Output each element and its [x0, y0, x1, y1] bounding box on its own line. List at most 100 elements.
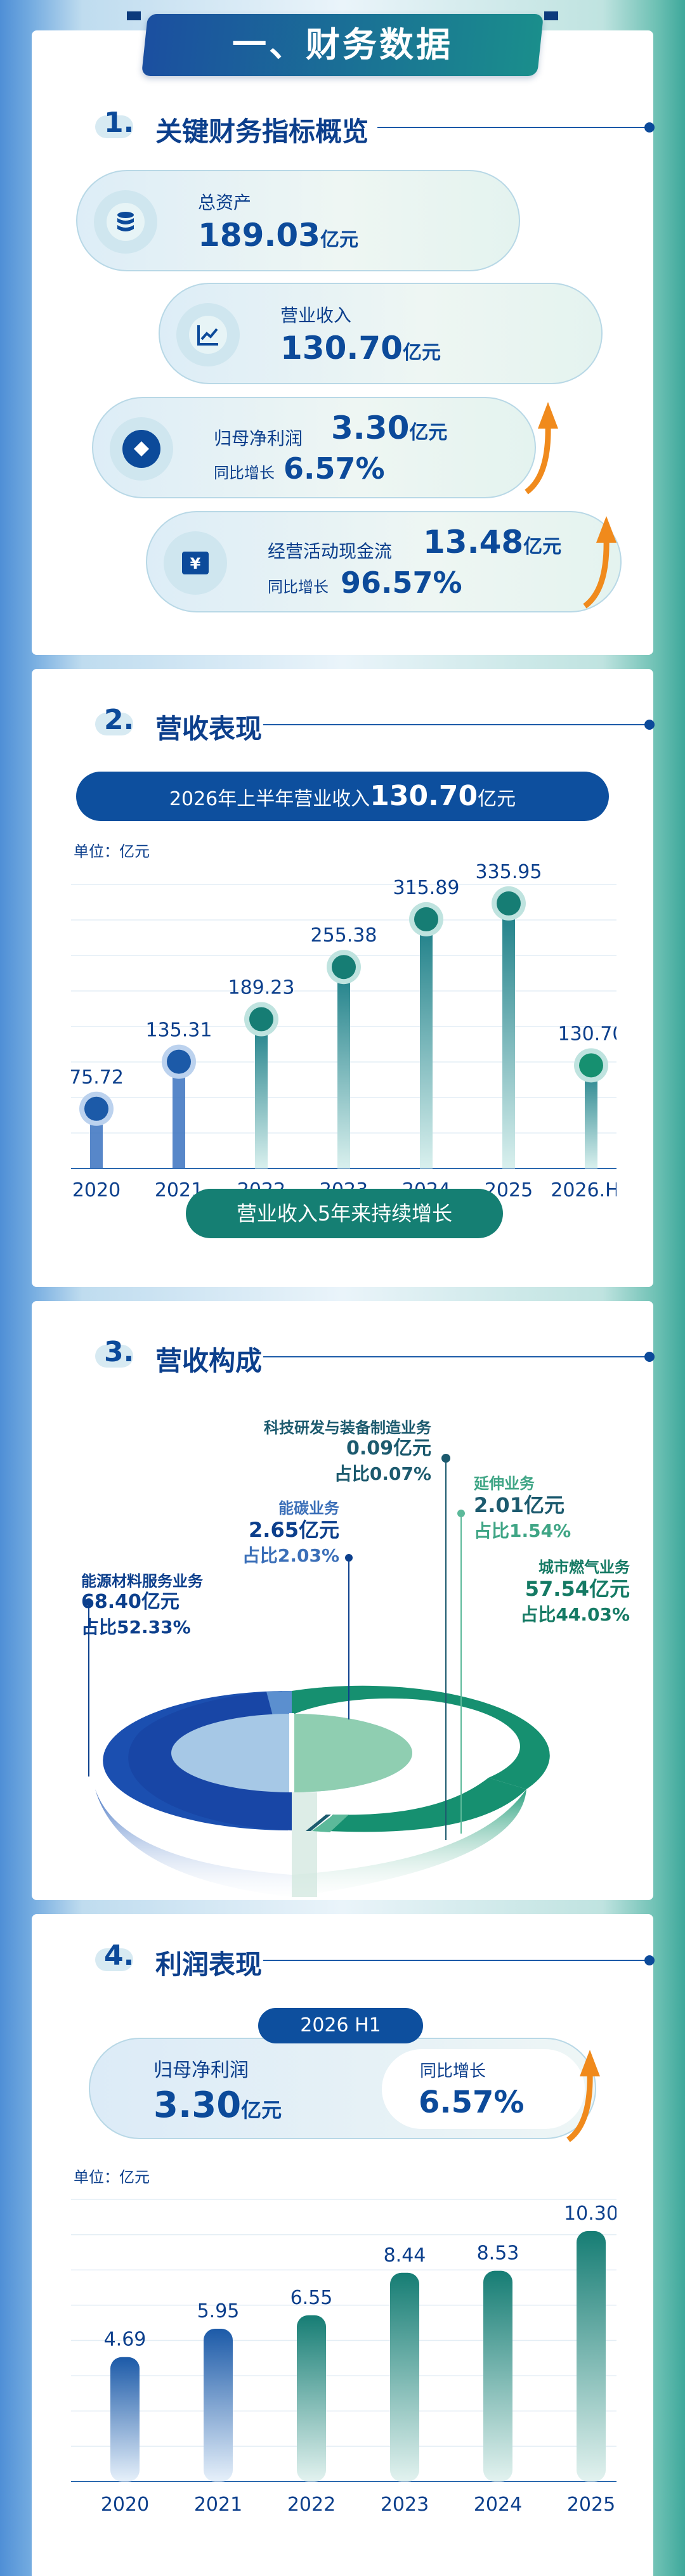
donut-wall-right: [292, 1789, 526, 1897]
data-label: 130.70: [558, 1023, 616, 1045]
section-title: 营收表现: [155, 713, 263, 744]
slice-energy-carbon: [266, 1691, 292, 1716]
donut-wall-left: [95, 1789, 292, 1897]
x-tick-label: 2024: [474, 2494, 522, 2516]
data-label: 8.44: [384, 2244, 426, 2267]
slice-city-gas-rim: [317, 1778, 526, 1832]
key-metrics-panel: 1. 关键财务指标概览 总资产 189.03亿元 营业收入 130.70亿元: [32, 30, 655, 655]
banner-cap-left: [127, 11, 141, 20]
yen-bill-icon: ¥: [164, 531, 227, 595]
revenue-composition-panel: 3. 营收构成: [32, 1301, 655, 1900]
bar-head: [249, 1007, 273, 1032]
donut-center-divider: [289, 1713, 294, 1792]
x-tick-label: 2025: [567, 2494, 615, 2516]
slice-label-city-gas: 城市燃气业务 57.54亿元 占比44.03%: [520, 1558, 630, 1625]
section-rule-dot: [644, 720, 655, 730]
bar-head: [497, 891, 521, 916]
kpi-growth-value: 6.57%: [284, 451, 385, 486]
slice-label-energy-carbon: 能碳业务 2.65亿元 占比2.03%: [242, 1499, 339, 1566]
composition-donut-chart: [85, 1454, 550, 1897]
banner-cap-right: [544, 11, 558, 20]
section-number: 1.: [104, 107, 134, 139]
section-number: 3.: [104, 1336, 134, 1368]
profit-label: 归母净利润: [153, 2059, 249, 2081]
section-rule-dot: [644, 1955, 655, 1965]
data-label: 4.69: [104, 2329, 147, 2351]
bar: [390, 2272, 419, 2482]
bar-stem: [420, 919, 433, 1168]
svg-text:¥: ¥: [190, 555, 201, 573]
section-title: 营收构成: [155, 1345, 263, 1376]
kpi-value: 13.48亿元: [423, 524, 562, 560]
period-pill: 2026 H1: [258, 2008, 423, 2043]
up-arrow-icon: [583, 516, 616, 609]
banner-title: 一、财务数据: [232, 25, 453, 65]
data-label: 5.95: [197, 2300, 240, 2322]
kpi-growth-label: 同比增长: [268, 578, 329, 596]
section-rule-dot: [644, 1352, 655, 1362]
kpi-total-assets: 总资产 189.03亿元: [76, 170, 520, 271]
kpi-growth-value: 96.57%: [341, 566, 462, 600]
profit-value: 3.30亿元: [153, 2085, 282, 2126]
bar: [110, 2357, 140, 2482]
section-rule-dot: [644, 122, 655, 133]
data-label: 10.30: [564, 2203, 616, 2225]
section-3-header: 3. 营收构成: [95, 1336, 660, 1376]
kpi-value: 130.70亿元: [280, 330, 441, 366]
x-tick-label: 2026.H1: [551, 1179, 616, 1201]
bar-stem: [337, 967, 350, 1168]
x-tick-label: 2020: [101, 2494, 149, 2516]
bar-stem: [173, 1061, 185, 1168]
bar: [297, 2315, 326, 2482]
section-number: 4.: [104, 1939, 134, 1972]
bar-head: [84, 1096, 108, 1121]
section-number-badge: [95, 1948, 133, 1971]
diamond-coin-icon: [110, 417, 173, 481]
section-1-header: 1. 关键财务指标概览: [95, 107, 660, 147]
revenue-bar-chart: 75.722020135.312021189.232022255.3820233…: [71, 861, 616, 1201]
section-number-badge: [95, 713, 133, 735]
kpi-label: 总资产: [198, 192, 252, 213]
bar-stem: [502, 903, 515, 1168]
slice-tech-rd: [306, 1815, 331, 1831]
section-4-header: 4. 利润表现: [95, 1939, 660, 1980]
data-label: 8.53: [477, 2243, 519, 2265]
profit-bar-chart: 4.69 2020 5.95 2021 6.55 2022 8.44 2023 8.53 2024…: [71, 2199, 616, 2516]
revenue-panel: 2. 营收表现 2026年上半年营业收入130.70亿元 单位：亿元 75.72…: [32, 669, 655, 1287]
revenue-headline-pill: 2026年上半年营业收入130.70亿元: [76, 772, 609, 821]
data-label: 315.89: [393, 877, 460, 899]
section-rule: [377, 127, 646, 128]
leader-dot: [345, 1554, 353, 1562]
up-arrow-icon: [566, 2050, 600, 2142]
section-number-badge: [95, 1345, 133, 1368]
revenue-growth-pill: 营业收入5年来持续增长: [186, 1189, 503, 1238]
section-rule: [263, 1356, 646, 1357]
section-title: 利润表现: [155, 1949, 263, 1980]
data-label: 335.95: [476, 861, 542, 883]
kpi-value: 189.03亿元: [198, 217, 358, 254]
profit-growth-card: 同比增长 6.57%: [382, 2049, 585, 2129]
kpi-value: 3.30亿元: [331, 410, 448, 446]
kpi-label: 归母净利润: [214, 428, 303, 449]
section-number: 2.: [104, 704, 134, 736]
bar: [577, 2230, 606, 2482]
database-icon: [94, 190, 157, 254]
bar-head: [332, 955, 356, 980]
slice-extension: [312, 1815, 349, 1832]
bar-head: [579, 1053, 603, 1078]
leader-dot: [457, 1510, 465, 1517]
bar-head: [167, 1049, 191, 1074]
slice-label-extension: 延伸业务 2.01亿元 占比1.54%: [474, 1475, 571, 1541]
leader-dot: [85, 1598, 93, 1606]
line-chart-icon: [176, 303, 240, 366]
bar-stem: [585, 1065, 597, 1168]
x-tick-label: 2021: [194, 2494, 242, 2516]
data-label: 189.23: [228, 977, 295, 999]
profit-growth-value: 6.57%: [419, 2085, 525, 2120]
kpi-revenue: 营业收入 130.70亿元: [159, 283, 603, 384]
section-rule: [263, 1960, 646, 1961]
kpi-label: 营业收入: [280, 305, 352, 326]
x-tick-label: 2023: [381, 2494, 429, 2516]
bar-head: [414, 907, 438, 931]
data-label: 135.31: [146, 1019, 212, 1042]
